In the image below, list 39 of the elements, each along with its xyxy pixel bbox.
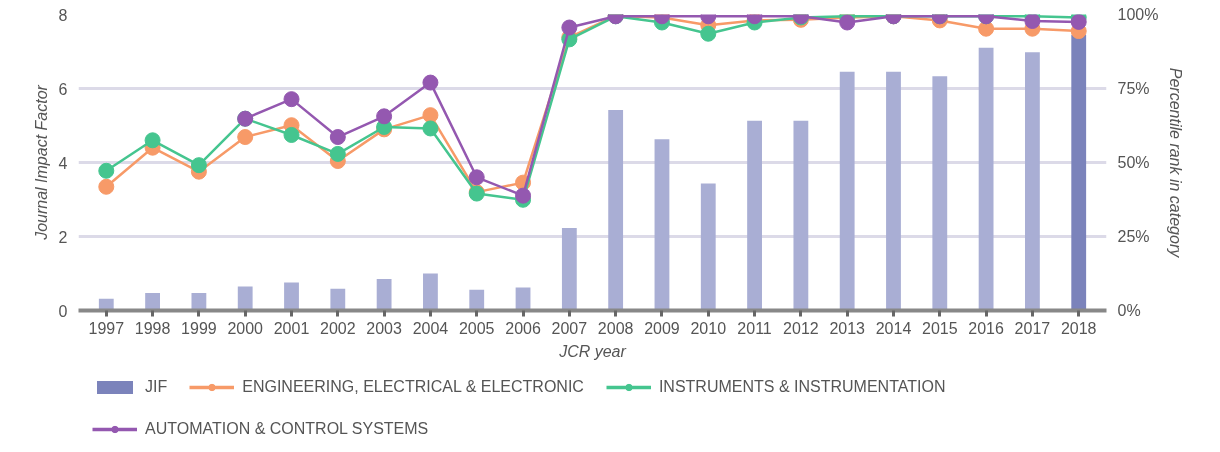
x-tick-label: 2014 xyxy=(875,319,912,337)
x-tick-label: 2011 xyxy=(737,319,772,337)
y2-tick-label: 100% xyxy=(1117,6,1159,23)
x-tick-label: 2009 xyxy=(644,319,680,337)
x-tick-label: 2001 xyxy=(273,319,310,337)
x-tick-label: 2013 xyxy=(829,319,866,337)
x-tick-label: 2010 xyxy=(690,319,727,337)
legend-label: JIF xyxy=(145,378,168,396)
x-tick-label: 2016 xyxy=(968,319,1004,337)
x-tick-label: 1999 xyxy=(181,319,217,337)
x-tick-label: 2018 xyxy=(1060,319,1097,337)
legend-label: AUTOMATION & CONTROL SYSTEMS xyxy=(145,420,429,438)
y-tick-label: 8 xyxy=(58,6,68,24)
x-tick-label: 2003 xyxy=(366,319,403,337)
y2-tick-label: 75% xyxy=(1117,80,1150,97)
y-axis-title: Journal Impact Factor xyxy=(32,84,50,241)
x-tick-label: 2007 xyxy=(551,319,588,337)
x-tick-label: 2017 xyxy=(1014,319,1051,337)
y2-tick-label: 0% xyxy=(1117,302,1141,319)
x-tick-label: 1997 xyxy=(88,319,125,337)
y2-tick-label: 25% xyxy=(1117,228,1150,245)
y-tick-label: 0 xyxy=(58,302,68,320)
x-tick-label: 2012 xyxy=(783,319,819,337)
x-tick-label: 2015 xyxy=(922,319,958,337)
x-tick-label: 2000 xyxy=(227,319,264,337)
x-axis-title: JCR year xyxy=(558,342,627,360)
y-tick-label: 2 xyxy=(58,228,68,246)
x-tick-label: 2008 xyxy=(597,319,634,337)
y2-tick-label: 50% xyxy=(1117,154,1150,171)
legend-label: INSTRUMENTS & INSTRUMENTATION xyxy=(658,378,946,396)
y-tick-label: 4 xyxy=(58,154,68,172)
x-tick-label: 2004 xyxy=(412,319,449,337)
x-tick-label: 2005 xyxy=(458,319,495,337)
x-tick-label: 1998 xyxy=(134,319,171,337)
y2-axis-title: Percentile rank in category xyxy=(1167,67,1185,259)
x-tick-label: 2002 xyxy=(320,319,356,337)
x-tick-label: 2006 xyxy=(505,319,541,337)
y-tick-label: 6 xyxy=(58,80,68,98)
legend-label: ENGINEERING, ELECTRICAL & ELECTRONIC xyxy=(242,378,584,396)
